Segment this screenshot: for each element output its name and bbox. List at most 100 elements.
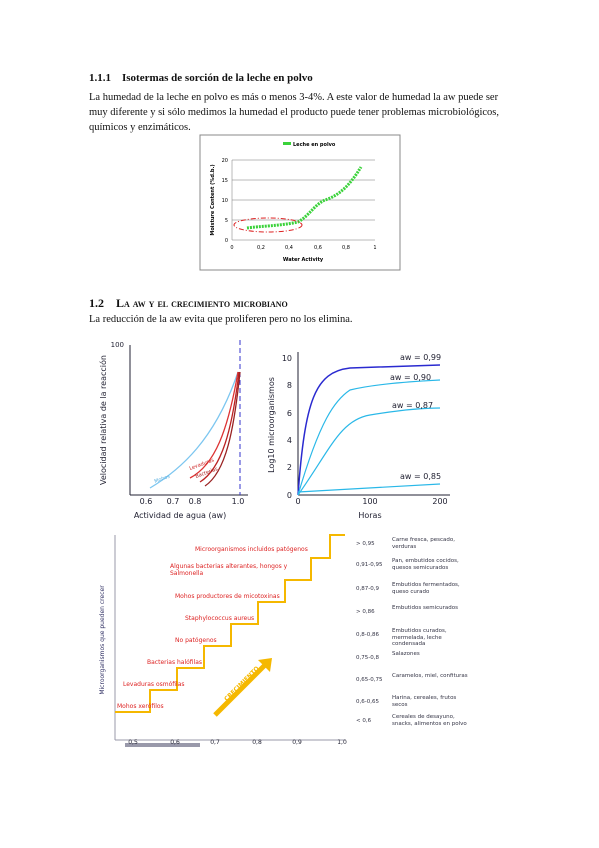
food-aw: 0,8-0,86 (356, 632, 379, 638)
y-tick-label: 20 (222, 158, 228, 164)
organism-text: Algunas bacterias alterantes, hongos y S… (170, 563, 288, 577)
food-cell: Caramelos, miel, confituras (392, 673, 468, 679)
food-cell: Embutidos curados, mermelada, leche cond… (392, 628, 447, 647)
food-cell: Embutidos semicurados (392, 605, 458, 611)
food-aw: > 0,95 (356, 541, 375, 547)
x-tick-label: 100 (362, 497, 377, 506)
curve-label: Mohos (154, 474, 172, 485)
organism-label: No patógenos (175, 637, 217, 644)
section-title: La aw y el crecimiento microbiano (116, 296, 288, 310)
organism-labels: Mohos xerófilos Levaduras osmófilas Bact… (117, 546, 308, 710)
figure-2-right: 0 2 4 6 8 10 0 100 200 Horas Log10 micro… (267, 352, 450, 520)
highlight (233, 217, 303, 233)
food-name: Embutidos fermentados, queso curado (392, 582, 460, 595)
grid (231, 159, 375, 241)
y-tick-label: 8 (287, 381, 292, 390)
food-cell: Carne fresca, pescado, verduras (392, 537, 455, 550)
food-aw: 0,91-0,95 (356, 562, 383, 568)
x-tick-label: 0,7 (210, 739, 220, 746)
food-aw: 0,87-0,9 (356, 586, 379, 592)
curve (297, 379, 441, 496)
arrow-label: CRECIMIENTO (223, 665, 261, 703)
legend: Leche en polvo (293, 142, 336, 148)
arrow-head (258, 658, 272, 672)
y-tick-label: 2 (287, 463, 292, 472)
x-tick-label: 0 (230, 245, 233, 251)
organism-label: Microorganismos incluidos patógenos (195, 546, 308, 553)
y-axis-label: Moisture Content (%d.b.) (210, 164, 216, 235)
x-tick-label: 1.0 (232, 497, 245, 506)
figure-2-left: 100 0.6 0.7 0.8 1.0 Actividad de agua (a… (98, 340, 248, 520)
y-axis-label: Velocidad relativa de la reacción (98, 355, 108, 485)
section-number: 1.1.1 (89, 72, 111, 84)
y-tick-label: 10 (222, 198, 228, 204)
food-cell: Pan, embutidos cocidos, quesos semicurad… (392, 558, 459, 571)
food-name: Embutidos curados, mermelada, leche cond… (392, 628, 447, 647)
section-title: Isotermas de sorción de la leche en polv… (122, 72, 313, 84)
curve (297, 364, 441, 496)
x-tick-label: 0,8 (342, 245, 350, 251)
food-name: Caramelos, miel, confituras (392, 673, 468, 679)
x-tick-label: 0.6 (140, 497, 153, 506)
figure-frame (199, 134, 401, 271)
curve-label: aw = 0,90 (390, 373, 431, 382)
arrow (213, 663, 267, 717)
x-tick-label: 0,4 (285, 245, 293, 251)
staircase (115, 534, 345, 713)
x-axis-label: Water Activity (283, 257, 324, 263)
x-tick-label: 0,6 (314, 245, 322, 251)
x-tick-label: 0,6 (170, 739, 180, 746)
food-aw: 0,6-0,65 (356, 699, 379, 705)
section-number: 1.2 (89, 296, 104, 310)
food-aw: 0,65-0,75 (356, 677, 383, 683)
y-tick-label: 5 (225, 218, 228, 224)
x-tick-label: 200 (432, 497, 447, 506)
y-tick-label: 0 (287, 491, 292, 500)
x-axis-label: Actividad de agua (aw) (134, 511, 226, 520)
food-cell: Salazones (392, 651, 420, 657)
organism-label: Algunas bacterias alterantes, hongos y S… (170, 563, 288, 577)
x-axis-label: Horas (358, 511, 381, 520)
curve-label: aw = 0,85 (400, 472, 441, 481)
x-tick-label: 0 (295, 497, 300, 506)
y-axis-label: Microorganismos que pueden crecer (99, 585, 106, 695)
food-cell: Embutidos fermentados, queso curado (392, 582, 460, 595)
food-table: > 0,95 Carne fresca, pescado, verduras 0,9… (356, 537, 468, 727)
organism-label: Staphylococcus aureus (185, 615, 254, 622)
food-cell: Cereales de desayuno, snacks, alimentos … (392, 714, 467, 727)
x-tick-label: 0,5 (128, 739, 138, 746)
food-name: Embutidos semicurados (392, 605, 458, 611)
y-tick-label: 10 (282, 354, 292, 363)
food-name: Salazones (392, 651, 420, 657)
food-aw: < 0,6 (356, 718, 372, 724)
y-axis-label: Log10 microorganismos (267, 377, 276, 473)
curve-label: aw = 0,99 (400, 353, 441, 362)
organism-label: Mohos productores de micotoxinas (175, 593, 280, 600)
food-aw: > 0,86 (356, 609, 375, 615)
curve (149, 371, 239, 489)
figure-3: CRECIMIENTO Microorganismos que pueden c… (99, 534, 468, 747)
food-aw: 0,75-0,8 (356, 655, 379, 661)
curve-label: aw = 0,87 (392, 401, 433, 410)
food-name: Harina, cereales, frutos secos (392, 695, 457, 708)
food-name: Carne fresca, pescado, verduras (392, 537, 455, 550)
x-tick-label: 1,0 (337, 739, 347, 746)
paragraph: La reducción de la aw evita que prolifer… (89, 314, 353, 325)
curve (199, 371, 240, 483)
y-tick-label: 4 (287, 436, 292, 445)
y-tick-label: 100 (111, 341, 124, 349)
organism-label: Mohos xerófilos (117, 703, 164, 710)
food-name: Cereales de desayuno, snacks, alimentos … (392, 714, 467, 727)
x-tick-label: 0,9 (292, 739, 302, 746)
x-tick-label: 0,2 (257, 245, 265, 251)
organism-label: Levaduras osmófilas (123, 681, 185, 688)
legend-swatch (283, 142, 291, 145)
y-tick-label: 15 (222, 178, 228, 184)
organism-label: Bacterias halófilas (147, 659, 202, 666)
y-tick-label: 6 (287, 409, 292, 418)
food-name: Pan, embutidos cocidos, quesos semicurad… (392, 558, 459, 571)
figure-1: Leche en polvo 0 5 10 15 20 0 0,2 0,4 0,… (199, 134, 401, 271)
x-tick-label: 1 (373, 245, 376, 251)
